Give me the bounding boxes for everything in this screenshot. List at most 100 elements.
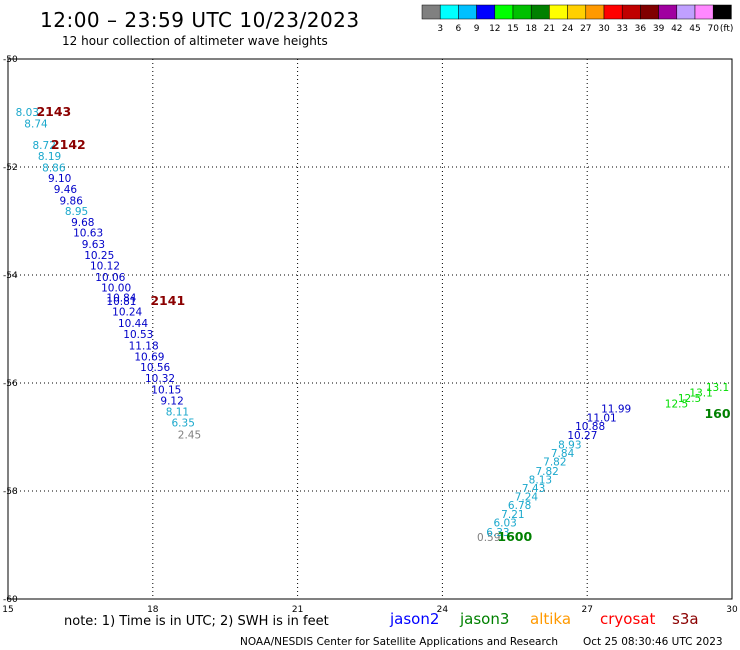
- x-tick-label: 30: [726, 605, 738, 615]
- wave-height-label: 2.45: [178, 430, 201, 442]
- color-scale-label: 12: [489, 24, 500, 34]
- color-scale-label: 6: [456, 24, 462, 34]
- wave-height-label: 8.93: [558, 439, 581, 451]
- y-tick-label: -52: [3, 163, 18, 173]
- color-scale-label: 39: [653, 24, 665, 34]
- wave-height-label: 8.19: [38, 151, 61, 163]
- wave-height-label: 11.18: [129, 341, 159, 353]
- y-tick-label: -60: [3, 595, 18, 605]
- wave-height-label: 9.46: [54, 184, 78, 196]
- wave-height-label: 9.63: [82, 239, 105, 251]
- color-scale-label: 42: [671, 24, 682, 34]
- color-scale-swatch: [567, 4, 587, 20]
- wave-height-label: 6.35: [172, 418, 195, 430]
- color-scale-swatch: [621, 4, 641, 20]
- wave-height-label: 7.21: [501, 509, 524, 521]
- wave-height-label: 9.10: [48, 173, 71, 185]
- y-tick-label: -54: [3, 271, 18, 281]
- wave-height-label: 10.15: [151, 384, 181, 396]
- satellite-legend-jason3: jason3: [459, 610, 509, 628]
- color-scale-label: 36: [635, 24, 647, 34]
- y-tick-label: -56: [3, 379, 18, 389]
- wave-height-label: 8.95: [65, 206, 88, 218]
- color-scale-label: 18: [525, 24, 537, 34]
- color-scale-label: 33: [616, 24, 627, 34]
- color-scale-unit: (ft): [720, 24, 734, 34]
- wave-height-label: 7.84: [551, 448, 575, 460]
- wave-height-label: 6.03: [493, 518, 516, 530]
- wave-height-label: 10.12: [90, 261, 120, 273]
- x-tick-label: 18: [147, 605, 159, 615]
- wave-height-label: 10.84: [106, 292, 136, 304]
- wave-height-label: 11.99: [601, 404, 631, 416]
- page-title: 12:00 – 23:59 UTC 10/23/2023: [40, 8, 360, 32]
- color-scale-swatch: [694, 4, 714, 20]
- wave-height-label: 10.25: [84, 250, 114, 262]
- wave-height-label: 7.82: [535, 466, 558, 478]
- color-scale-swatch: [458, 4, 477, 20]
- color-scale-label: 15: [507, 24, 518, 34]
- pass-time-label: 2143: [36, 104, 71, 119]
- color-scale-swatch: [640, 4, 659, 20]
- wave-height-label: 12.5: [665, 398, 688, 410]
- wave-height-label: 10.81: [106, 296, 136, 308]
- wave-height-label: 6.33: [486, 527, 509, 539]
- wave-height-label: 10.56: [140, 362, 170, 374]
- plot-frame: [7, 58, 733, 600]
- wave-height-label: 8.03: [16, 107, 39, 119]
- wave-height-label: 8.11: [166, 406, 189, 418]
- x-tick-label: 15: [2, 605, 13, 615]
- color-scale-swatch: [676, 4, 696, 20]
- wave-height-label: 13.1: [706, 382, 729, 394]
- color-scale-swatch: [439, 4, 459, 20]
- wave-height-label: 10.63: [73, 228, 103, 240]
- wave-height-label: 10.32: [145, 373, 175, 385]
- color-scale-swatch: [530, 4, 550, 20]
- credit-text: NOAA/NESDIS Center for Satellite Applica…: [240, 636, 558, 648]
- wave-height-label: 13.1: [689, 388, 712, 400]
- color-scale-swatch: [494, 4, 514, 20]
- satellite-legend-altika: altika: [530, 610, 571, 628]
- color-scale-swatch: [549, 4, 568, 20]
- color-scale-label: 70: [707, 24, 719, 34]
- x-tick-label: 24: [437, 605, 449, 615]
- data-marks: 8.038.74 8.728.198.869.109.469.868.959.68…: [16, 104, 731, 544]
- wave-height-label: 8.72: [33, 140, 56, 152]
- color-scale-swatch: [512, 4, 532, 20]
- wave-height-label: 0.59: [477, 532, 500, 544]
- wave-height-label: 10.00: [101, 283, 131, 295]
- wave-height-label: 8.86: [42, 162, 66, 174]
- color-scale-label: 27: [580, 24, 591, 34]
- wave-height-label: 9.68: [71, 217, 94, 229]
- color-scale-swatch: [712, 4, 732, 20]
- wave-height-label: 10.88: [575, 421, 605, 433]
- x-tick-label: 21: [292, 605, 303, 615]
- wave-height-label: 7.24: [515, 492, 539, 504]
- wave-height-label: 9.86: [60, 195, 84, 207]
- y-tick-label: -50: [3, 55, 18, 65]
- satellite-legend-s3a: s3a: [672, 610, 699, 628]
- color-scale-swatch: [603, 4, 623, 20]
- page-subtitle: 12 hour collection of altimeter wave hei…: [62, 34, 328, 48]
- wave-height-label: 10.53: [123, 329, 153, 341]
- pass-time-label: 160: [704, 406, 730, 421]
- color-scale-swatch: [658, 4, 678, 20]
- color-scale-swatch: [476, 4, 496, 20]
- color-scale-label: 9: [474, 24, 480, 34]
- wave-height-label: 10.24: [112, 307, 142, 319]
- wave-height-label: 7.82: [543, 457, 566, 469]
- wave-height-label: 9.12: [160, 396, 183, 408]
- pass-time-label: 1600: [497, 529, 532, 544]
- color-scale-legend: 3 6 9 12 15 18 21 24 27 30 33 36 39 42 45 70 (ft): [421, 4, 734, 34]
- pass-time-label: 2142: [51, 137, 86, 152]
- wave-height-label: 8.74: [24, 119, 48, 131]
- satellite-legend-jason2: jason2: [389, 610, 439, 628]
- color-scale-label: 30: [598, 24, 610, 34]
- plot-area: 15 18 21 24 27 30 -50 -52 -54 -56 -58 -60: [2, 55, 738, 615]
- pass-time-label: 2141: [150, 293, 185, 308]
- wave-height-label: 6.78: [508, 500, 531, 512]
- timestamp-text: Oct 25 08:30:46 UTC 2023: [583, 636, 723, 648]
- color-scale-label: 24: [562, 24, 574, 34]
- color-scale-label: 45: [689, 24, 700, 34]
